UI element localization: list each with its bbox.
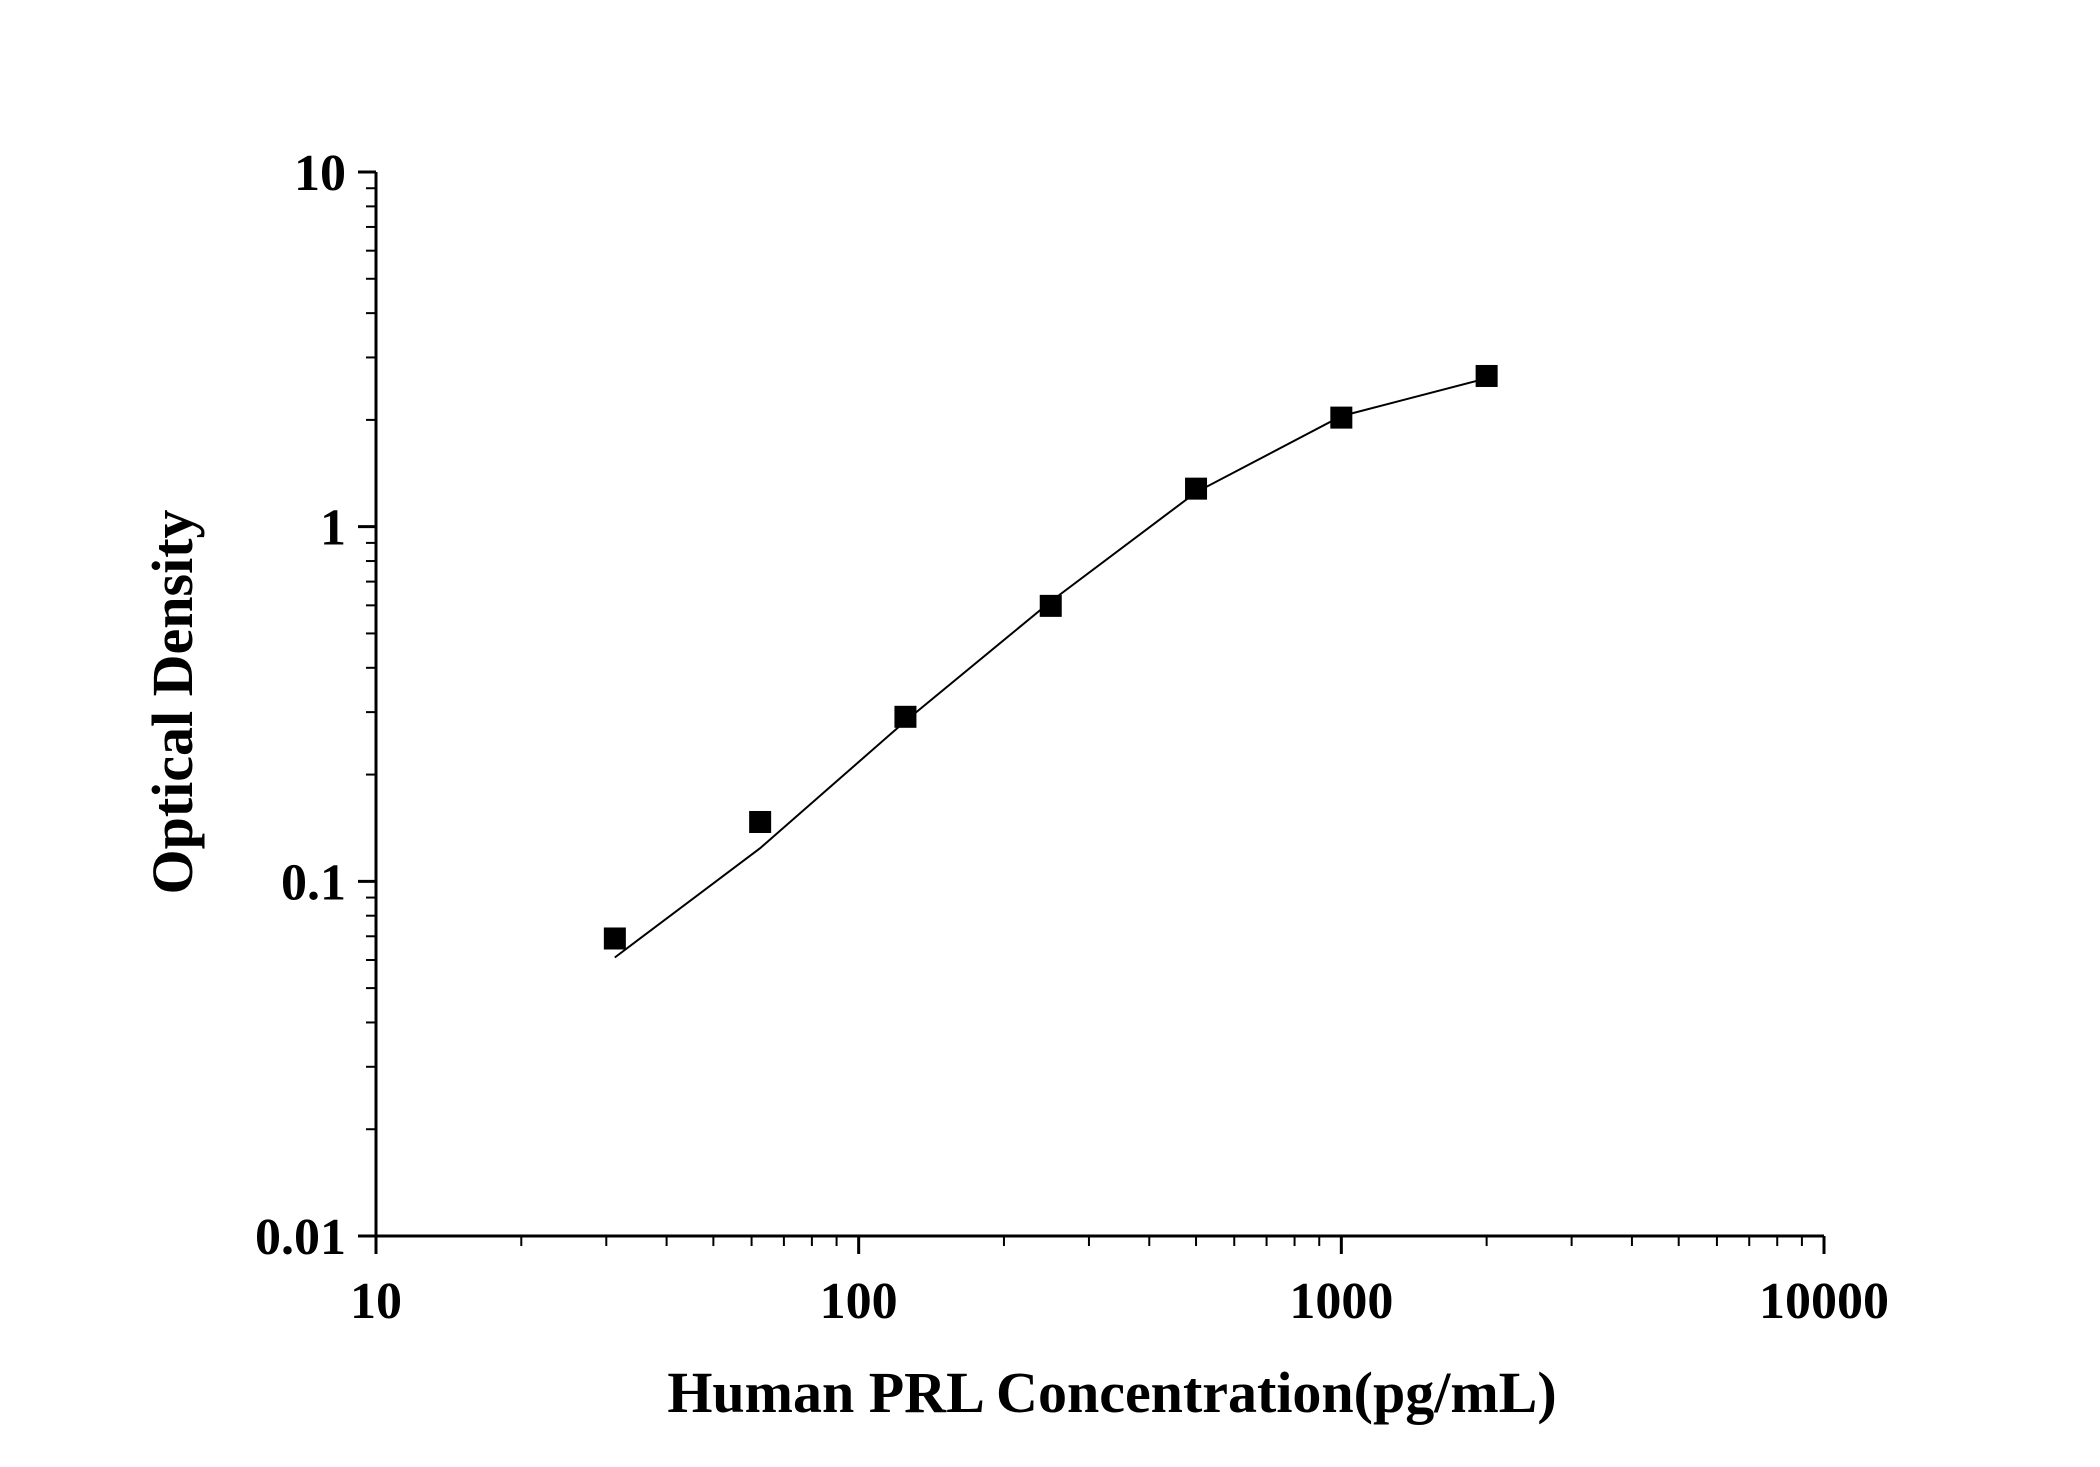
x-tick-label: 10000 <box>1759 1273 1889 1330</box>
data-points-group <box>603 364 1498 950</box>
y-tick-label: 10 <box>294 145 346 202</box>
data-point-marker <box>749 810 772 833</box>
data-point-marker <box>1330 406 1353 429</box>
y-tick-label: 1 <box>320 500 346 557</box>
axes: 10 100 1000 10000 0.01 0.1 1 10 <box>255 145 1889 1330</box>
data-point-marker <box>603 927 626 950</box>
data-point-marker <box>1185 477 1208 500</box>
y-axis-title: Optical Density <box>140 509 205 894</box>
fit-curve-group <box>614 377 1487 959</box>
axis-labels-group: Human PRL Concentration(pg/mL) Optical D… <box>140 509 1557 1425</box>
data-point-marker <box>1475 364 1498 387</box>
x-axis-title: Human PRL Concentration(pg/mL) <box>667 1360 1556 1425</box>
y-tick-label: 0.01 <box>255 1209 346 1266</box>
y-tick-label: 0.1 <box>281 854 346 911</box>
data-point-marker <box>1039 594 1062 617</box>
x-tick-label: 100 <box>820 1273 898 1330</box>
fit-curve-line <box>614 377 1487 959</box>
x-tick-label: 1000 <box>1289 1273 1393 1330</box>
data-point-marker <box>894 705 917 728</box>
x-tick-label: 10 <box>350 1273 402 1330</box>
